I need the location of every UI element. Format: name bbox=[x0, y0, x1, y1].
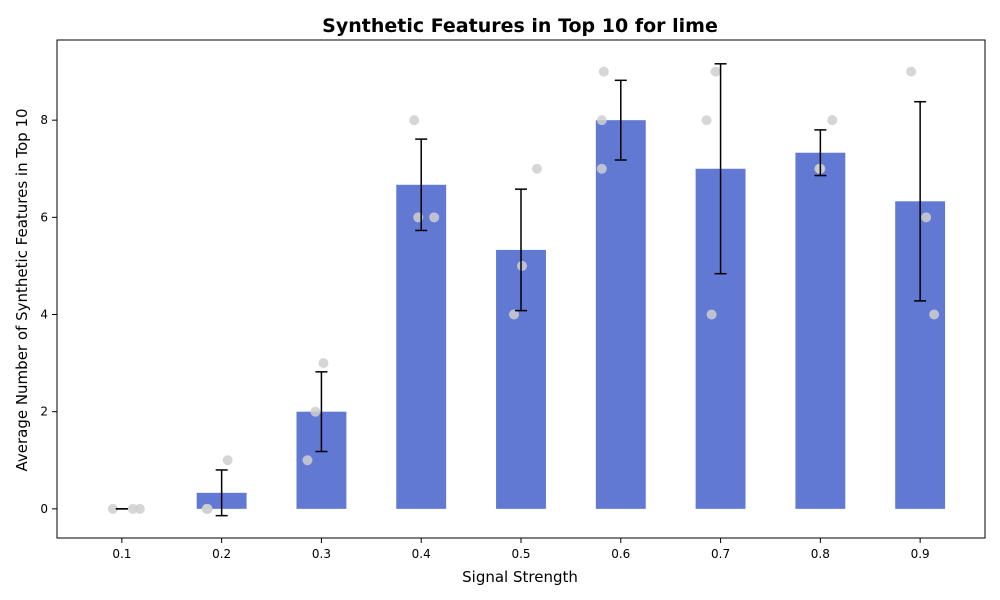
bar-0.4 bbox=[396, 184, 447, 509]
y-tick-label: 0 bbox=[40, 502, 48, 516]
data-point bbox=[929, 309, 940, 320]
data-point bbox=[429, 212, 440, 223]
y-tick-label: 4 bbox=[40, 308, 48, 322]
x-axis-label: Signal Strength bbox=[462, 568, 578, 586]
data-point bbox=[598, 66, 609, 77]
data-point bbox=[134, 503, 145, 514]
chart-title: Synthetic Features in Top 10 for lime bbox=[322, 15, 718, 37]
y-tick-label: 2 bbox=[40, 405, 48, 419]
data-point bbox=[302, 455, 313, 466]
x-tick-label: 0.8 bbox=[811, 547, 830, 561]
data-point bbox=[596, 115, 607, 126]
data-point bbox=[310, 406, 321, 417]
data-point bbox=[921, 212, 932, 223]
data-point bbox=[318, 358, 329, 369]
x-tick-label: 0.5 bbox=[511, 547, 530, 561]
data-point bbox=[827, 115, 838, 126]
data-point bbox=[516, 260, 527, 271]
bar-0.6 bbox=[595, 120, 646, 509]
chart-marks bbox=[96, 63, 946, 517]
y-tick-label: 6 bbox=[40, 210, 48, 224]
data-point bbox=[596, 163, 607, 174]
x-tick-label: 0.9 bbox=[911, 547, 930, 561]
data-point bbox=[531, 163, 542, 174]
data-point bbox=[701, 115, 712, 126]
x-tick-label: 0.4 bbox=[412, 547, 431, 561]
data-point bbox=[710, 66, 721, 77]
data-point bbox=[222, 455, 233, 466]
data-point bbox=[201, 503, 212, 514]
x-tick-label: 0.2 bbox=[212, 547, 231, 561]
x-tick-label: 0.7 bbox=[711, 547, 730, 561]
x-axis-ticks: 0.1 0.2 0.3 0.4 0.5 0.6 0.7 0.8 0.9 bbox=[112, 538, 930, 561]
x-tick-label: 0.3 bbox=[312, 547, 331, 561]
data-point bbox=[706, 309, 717, 320]
bar-0.8 bbox=[795, 152, 846, 509]
data-point bbox=[107, 503, 118, 514]
x-tick-label: 0.6 bbox=[611, 547, 630, 561]
data-point bbox=[127, 503, 138, 514]
y-axis-label: Average Number of Synthetic Features in … bbox=[13, 108, 31, 471]
x-tick-label: 0.1 bbox=[112, 547, 131, 561]
y-tick-label: 8 bbox=[40, 113, 48, 127]
y-axis-ticks: 0 2 4 6 8 bbox=[40, 113, 57, 516]
data-point bbox=[509, 309, 520, 320]
data-point bbox=[409, 115, 420, 126]
data-point bbox=[906, 66, 917, 77]
